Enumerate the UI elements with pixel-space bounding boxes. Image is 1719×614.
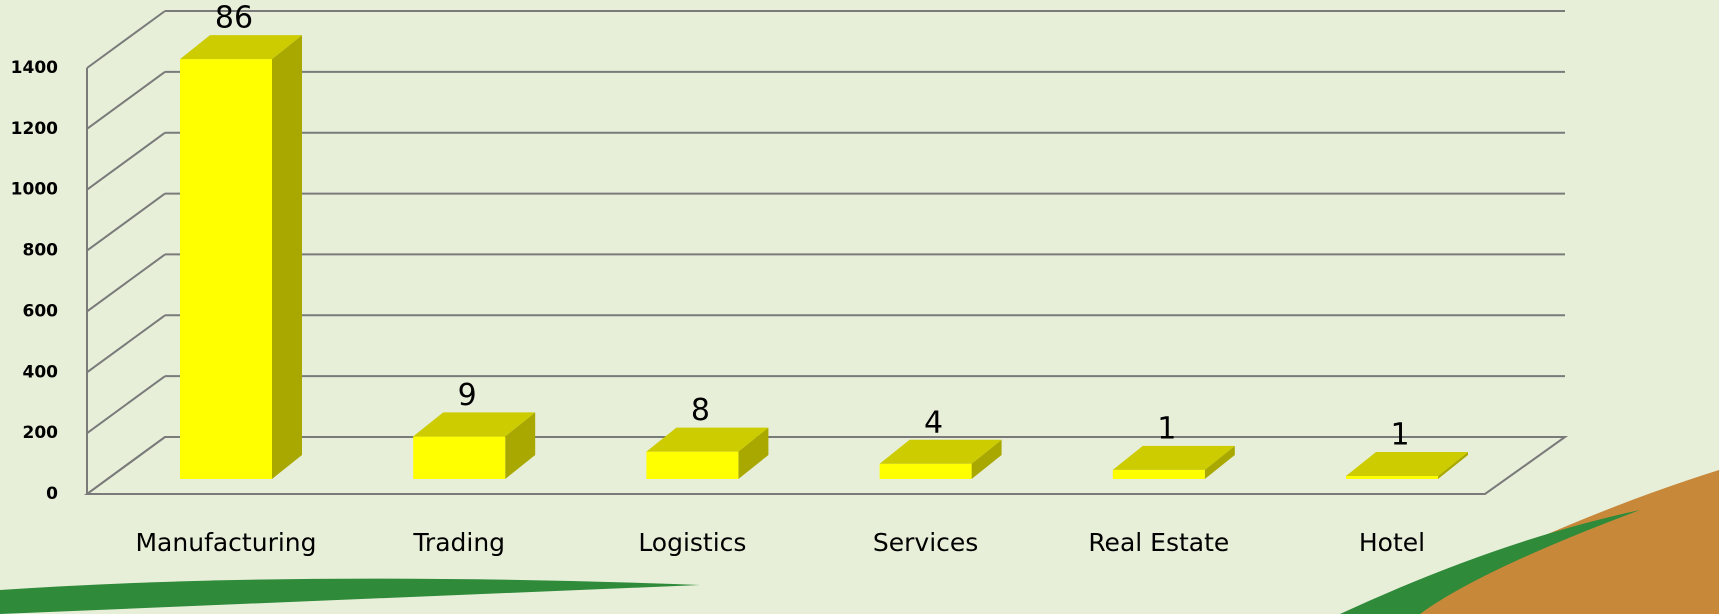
- data-label: 1: [1157, 411, 1176, 446]
- data-label: 1: [1390, 417, 1409, 452]
- y-tick-label: 400: [23, 362, 59, 382]
- x-tick-label: Hotel: [1359, 528, 1425, 557]
- bar: [880, 464, 972, 479]
- bar: [413, 436, 505, 479]
- x-tick-label: Services: [873, 528, 978, 557]
- x-tick-label: Trading: [412, 528, 505, 557]
- data-label: 9: [458, 378, 477, 413]
- y-tick-label: 1200: [11, 119, 58, 139]
- y-tick-label: 0: [46, 484, 58, 504]
- bar: [1113, 470, 1205, 479]
- y-tick-label: 600: [23, 301, 59, 321]
- x-tick-label: Logistics: [638, 528, 746, 557]
- y-tick-label: 1000: [11, 180, 58, 200]
- data-label: 4: [924, 405, 943, 440]
- y-tick-label: 800: [23, 241, 59, 261]
- data-label: 86: [215, 1, 253, 36]
- x-tick-label: Manufacturing: [135, 528, 316, 557]
- y-tick-label: 200: [23, 423, 59, 443]
- chart: 0 200 400 600 800 1000 1200 1400 Manufacturing 86…: [0, 0, 1719, 614]
- y-tick-label: 1400: [11, 58, 58, 78]
- bar-side: [272, 35, 302, 479]
- x-tick-label: Real Estate: [1088, 528, 1229, 557]
- bar: [1346, 476, 1438, 479]
- data-label: 8: [691, 393, 710, 428]
- bar: [646, 452, 738, 479]
- bar: [180, 59, 272, 479]
